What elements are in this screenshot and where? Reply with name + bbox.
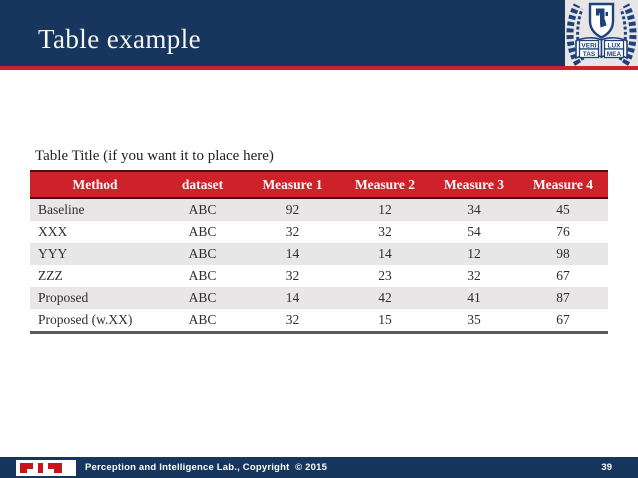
cell-measure2: 14 bbox=[378, 246, 392, 261]
cell-measure1: 92 bbox=[285, 202, 300, 217]
data-table: Method dataset Measure 1 Measure 2 Measu… bbox=[30, 170, 608, 334]
table-row: Baseline ABC 92 12 34 45 bbox=[30, 198, 608, 221]
column-header-measure1: Measure 1 bbox=[245, 170, 340, 199]
cell-dataset: ABC bbox=[188, 246, 217, 261]
header-accent-rule bbox=[0, 66, 638, 70]
header-bar: Table example bbox=[0, 0, 638, 66]
slide-title: Table example bbox=[38, 24, 201, 54]
column-header-measure3: Measure 3 bbox=[430, 170, 518, 199]
table-row: XXX ABC 32 32 54 76 bbox=[30, 221, 608, 243]
cell-method: ZZZ bbox=[38, 268, 63, 283]
table-row: ZZZ ABC 32 23 32 67 bbox=[30, 265, 608, 287]
cell-measure2: 23 bbox=[378, 268, 392, 283]
cell-measure4: 67 bbox=[518, 309, 608, 334]
cell-measure4: 98 bbox=[556, 246, 570, 261]
cell-measure1: 32 bbox=[245, 309, 340, 334]
cell-measure3: 41 bbox=[467, 290, 481, 305]
column-header-dataset: dataset bbox=[160, 170, 245, 199]
page-number: 39 bbox=[601, 462, 612, 473]
pil-lab-logo-icon bbox=[16, 459, 76, 476]
cell-measure2: 15 bbox=[340, 309, 430, 334]
emblem-motto-tas: TAS bbox=[583, 51, 596, 58]
column-header-method: Method bbox=[30, 170, 160, 199]
table-row: Proposed ABC 14 42 41 87 bbox=[30, 287, 608, 309]
table-header-row: Method dataset Measure 1 Measure 2 Measu… bbox=[30, 170, 608, 199]
cell-measure2: 12 bbox=[378, 202, 392, 217]
emblem-motto-lux: LUX bbox=[608, 42, 622, 49]
cell-dataset: ABC bbox=[188, 224, 217, 239]
cell-measure3: 34 bbox=[467, 202, 481, 217]
cell-measure1: 32 bbox=[285, 224, 300, 239]
footer-credit: Perception and Intelligence Lab., Copyri… bbox=[85, 462, 328, 473]
cell-method: Baseline bbox=[38, 202, 85, 217]
cell-measure4: 76 bbox=[556, 224, 570, 239]
cell-measure3: 54 bbox=[467, 224, 481, 239]
cell-measure4: 67 bbox=[556, 268, 570, 283]
cell-dataset: ABC bbox=[160, 309, 245, 334]
cell-method: Proposed (w.XX) bbox=[30, 309, 160, 334]
university-crest-icon: VERI TAS LUX MEA bbox=[565, 0, 638, 66]
shield-key-glyph bbox=[596, 8, 608, 28]
cell-measure4: 87 bbox=[556, 290, 570, 305]
cell-measure2: 32 bbox=[378, 224, 392, 239]
cell-measure1: 32 bbox=[285, 268, 300, 283]
emblem-motto-veri: VERI bbox=[581, 42, 596, 49]
table-row: YYY ABC 14 14 12 98 bbox=[30, 243, 608, 265]
cell-method: YYY bbox=[38, 246, 68, 261]
cell-measure3: 12 bbox=[467, 246, 481, 261]
cell-measure3: 35 bbox=[430, 309, 518, 334]
column-header-measure2: Measure 2 bbox=[340, 170, 430, 199]
cell-measure2: 42 bbox=[378, 290, 392, 305]
cell-measure3: 32 bbox=[467, 268, 481, 283]
cell-dataset: ABC bbox=[188, 202, 217, 217]
cell-measure1: 14 bbox=[285, 246, 300, 261]
cell-measure4: 45 bbox=[556, 202, 570, 217]
cell-measure1: 14 bbox=[285, 290, 300, 305]
column-header-measure4: Measure 4 bbox=[518, 170, 608, 199]
cell-method: XXX bbox=[38, 224, 68, 239]
cell-method: Proposed bbox=[38, 290, 89, 305]
table-row: Proposed (w.XX) ABC 32 15 35 67 bbox=[30, 309, 608, 334]
table-caption: Table Title (if you want it to place her… bbox=[35, 148, 274, 164]
footer-bar: Perception and Intelligence Lab., Copyri… bbox=[0, 457, 638, 478]
emblem-motto-mea: MEA bbox=[607, 51, 622, 58]
cell-dataset: ABC bbox=[188, 290, 217, 305]
university-emblem: VERI TAS LUX MEA bbox=[565, 0, 638, 66]
cell-dataset: ABC bbox=[188, 268, 217, 283]
